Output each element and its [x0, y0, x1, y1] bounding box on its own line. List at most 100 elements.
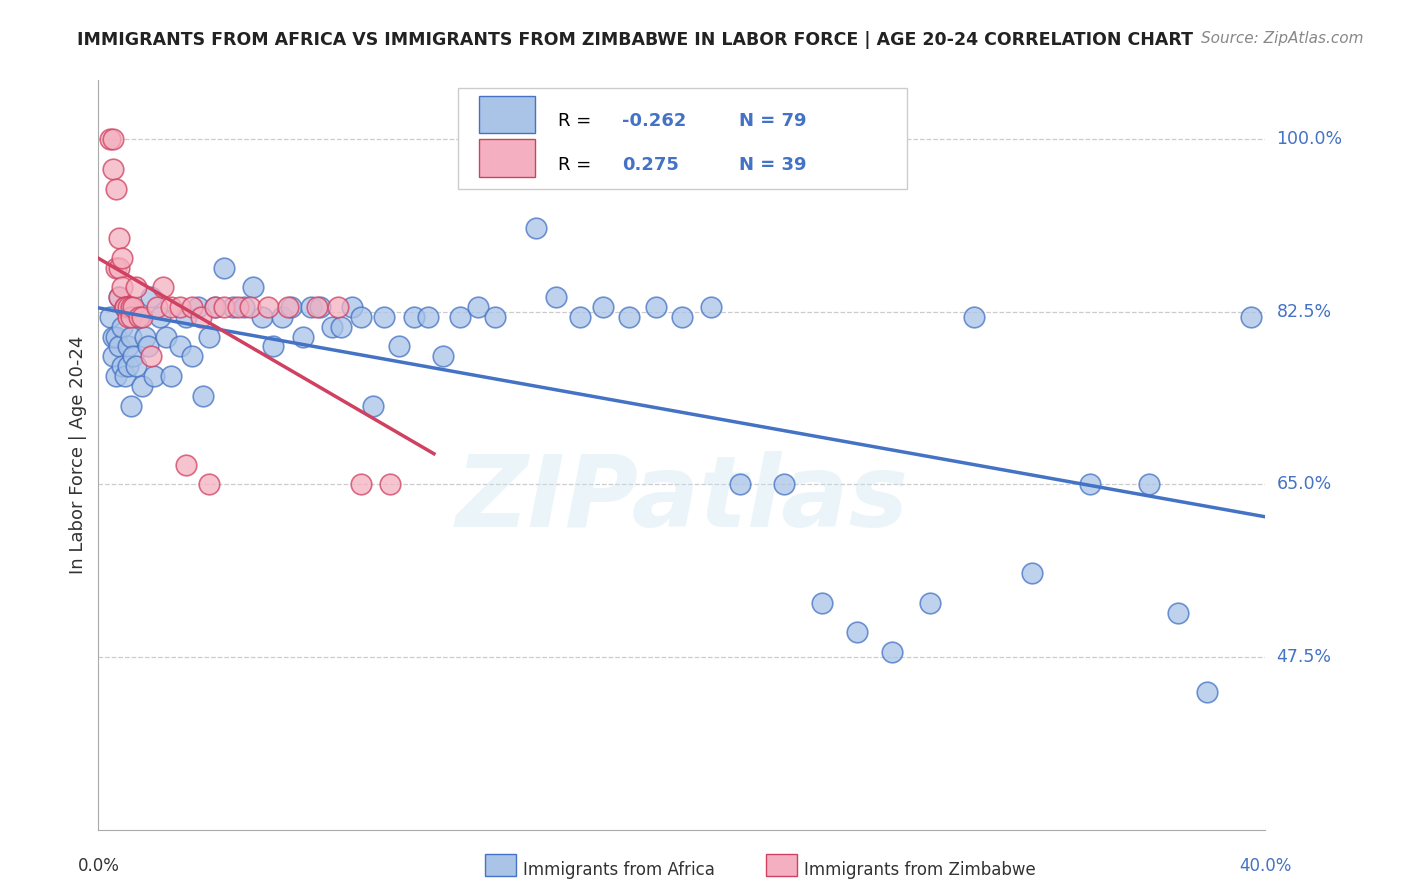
- Text: 47.5%: 47.5%: [1277, 648, 1331, 666]
- Point: [169, 300, 191, 314]
- Point: [134, 329, 156, 343]
- Point: [117, 359, 139, 374]
- Point: [546, 290, 568, 304]
- Text: ZIPatlas: ZIPatlas: [456, 451, 908, 549]
- Point: [180, 300, 202, 314]
- Point: [309, 300, 332, 314]
- Point: [204, 300, 226, 314]
- Point: [291, 329, 314, 343]
- Point: [239, 300, 262, 314]
- Point: [104, 369, 127, 384]
- Text: Immigrants from Africa: Immigrants from Africa: [523, 861, 714, 879]
- Point: [111, 280, 134, 294]
- Point: [592, 300, 614, 314]
- Point: [131, 310, 153, 324]
- Point: [146, 300, 169, 314]
- Point: [321, 319, 343, 334]
- Point: [104, 329, 127, 343]
- Point: [160, 300, 183, 314]
- Point: [108, 339, 131, 353]
- Point: [1167, 606, 1189, 620]
- Point: [262, 339, 284, 353]
- FancyBboxPatch shape: [458, 87, 907, 189]
- Point: [114, 300, 136, 314]
- Point: [101, 329, 124, 343]
- Point: [114, 300, 136, 314]
- Point: [149, 310, 172, 324]
- Point: [233, 300, 256, 314]
- Point: [350, 477, 373, 491]
- Y-axis label: In Labor Force | Age 20-24: In Labor Force | Age 20-24: [69, 335, 87, 574]
- Point: [111, 251, 134, 265]
- Text: 82.5%: 82.5%: [1277, 303, 1331, 321]
- Point: [524, 221, 547, 235]
- Point: [962, 310, 984, 324]
- Point: [811, 596, 834, 610]
- Point: [1021, 566, 1043, 581]
- Point: [1080, 477, 1102, 491]
- Point: [568, 310, 591, 324]
- Point: [846, 625, 869, 640]
- Point: [128, 310, 150, 324]
- Point: [1137, 477, 1160, 491]
- Point: [221, 300, 243, 314]
- Point: [449, 310, 471, 324]
- Text: 40.0%: 40.0%: [1239, 857, 1292, 875]
- Point: [117, 300, 139, 314]
- Point: [125, 280, 148, 294]
- Point: [644, 300, 666, 314]
- Point: [730, 477, 752, 491]
- Point: [101, 349, 124, 363]
- Point: [350, 310, 373, 324]
- Text: Immigrants from Zimbabwe: Immigrants from Zimbabwe: [804, 861, 1036, 879]
- Point: [619, 310, 641, 324]
- Point: [502, 161, 524, 176]
- Point: [152, 280, 174, 294]
- Point: [101, 161, 124, 176]
- Point: [122, 349, 145, 363]
- Point: [174, 458, 197, 472]
- Text: Source: ZipAtlas.com: Source: ZipAtlas.com: [1201, 31, 1364, 46]
- Point: [190, 310, 212, 324]
- Point: [120, 329, 142, 343]
- Point: [120, 310, 142, 324]
- Point: [111, 319, 134, 334]
- Point: [104, 182, 127, 196]
- Point: [212, 260, 235, 275]
- Point: [432, 349, 454, 363]
- Point: [467, 300, 489, 314]
- Point: [101, 132, 124, 146]
- Point: [373, 310, 395, 324]
- Point: [120, 399, 142, 413]
- Point: [193, 389, 215, 403]
- Point: [388, 339, 411, 353]
- Point: [918, 596, 941, 610]
- Point: [98, 310, 121, 324]
- Point: [111, 359, 134, 374]
- Point: [174, 310, 197, 324]
- Point: [416, 310, 439, 324]
- Point: [114, 369, 136, 384]
- Point: [1240, 310, 1263, 324]
- Point: [280, 300, 302, 314]
- Text: 65.0%: 65.0%: [1277, 475, 1331, 493]
- Point: [108, 290, 131, 304]
- Point: [380, 477, 402, 491]
- Point: [169, 339, 191, 353]
- Text: R =: R =: [558, 112, 598, 130]
- Point: [326, 300, 349, 314]
- Point: [204, 300, 226, 314]
- Point: [773, 477, 796, 491]
- Point: [120, 300, 142, 314]
- Point: [880, 645, 903, 659]
- Point: [212, 300, 235, 314]
- Point: [671, 310, 693, 324]
- Point: [250, 310, 273, 324]
- Point: [139, 349, 162, 363]
- Point: [1195, 684, 1218, 698]
- Point: [342, 300, 364, 314]
- Point: [198, 329, 221, 343]
- Text: IMMIGRANTS FROM AFRICA VS IMMIGRANTS FROM ZIMBABWE IN LABOR FORCE | AGE 20-24 CO: IMMIGRANTS FROM AFRICA VS IMMIGRANTS FRO…: [77, 31, 1194, 49]
- Point: [277, 300, 299, 314]
- Point: [271, 310, 294, 324]
